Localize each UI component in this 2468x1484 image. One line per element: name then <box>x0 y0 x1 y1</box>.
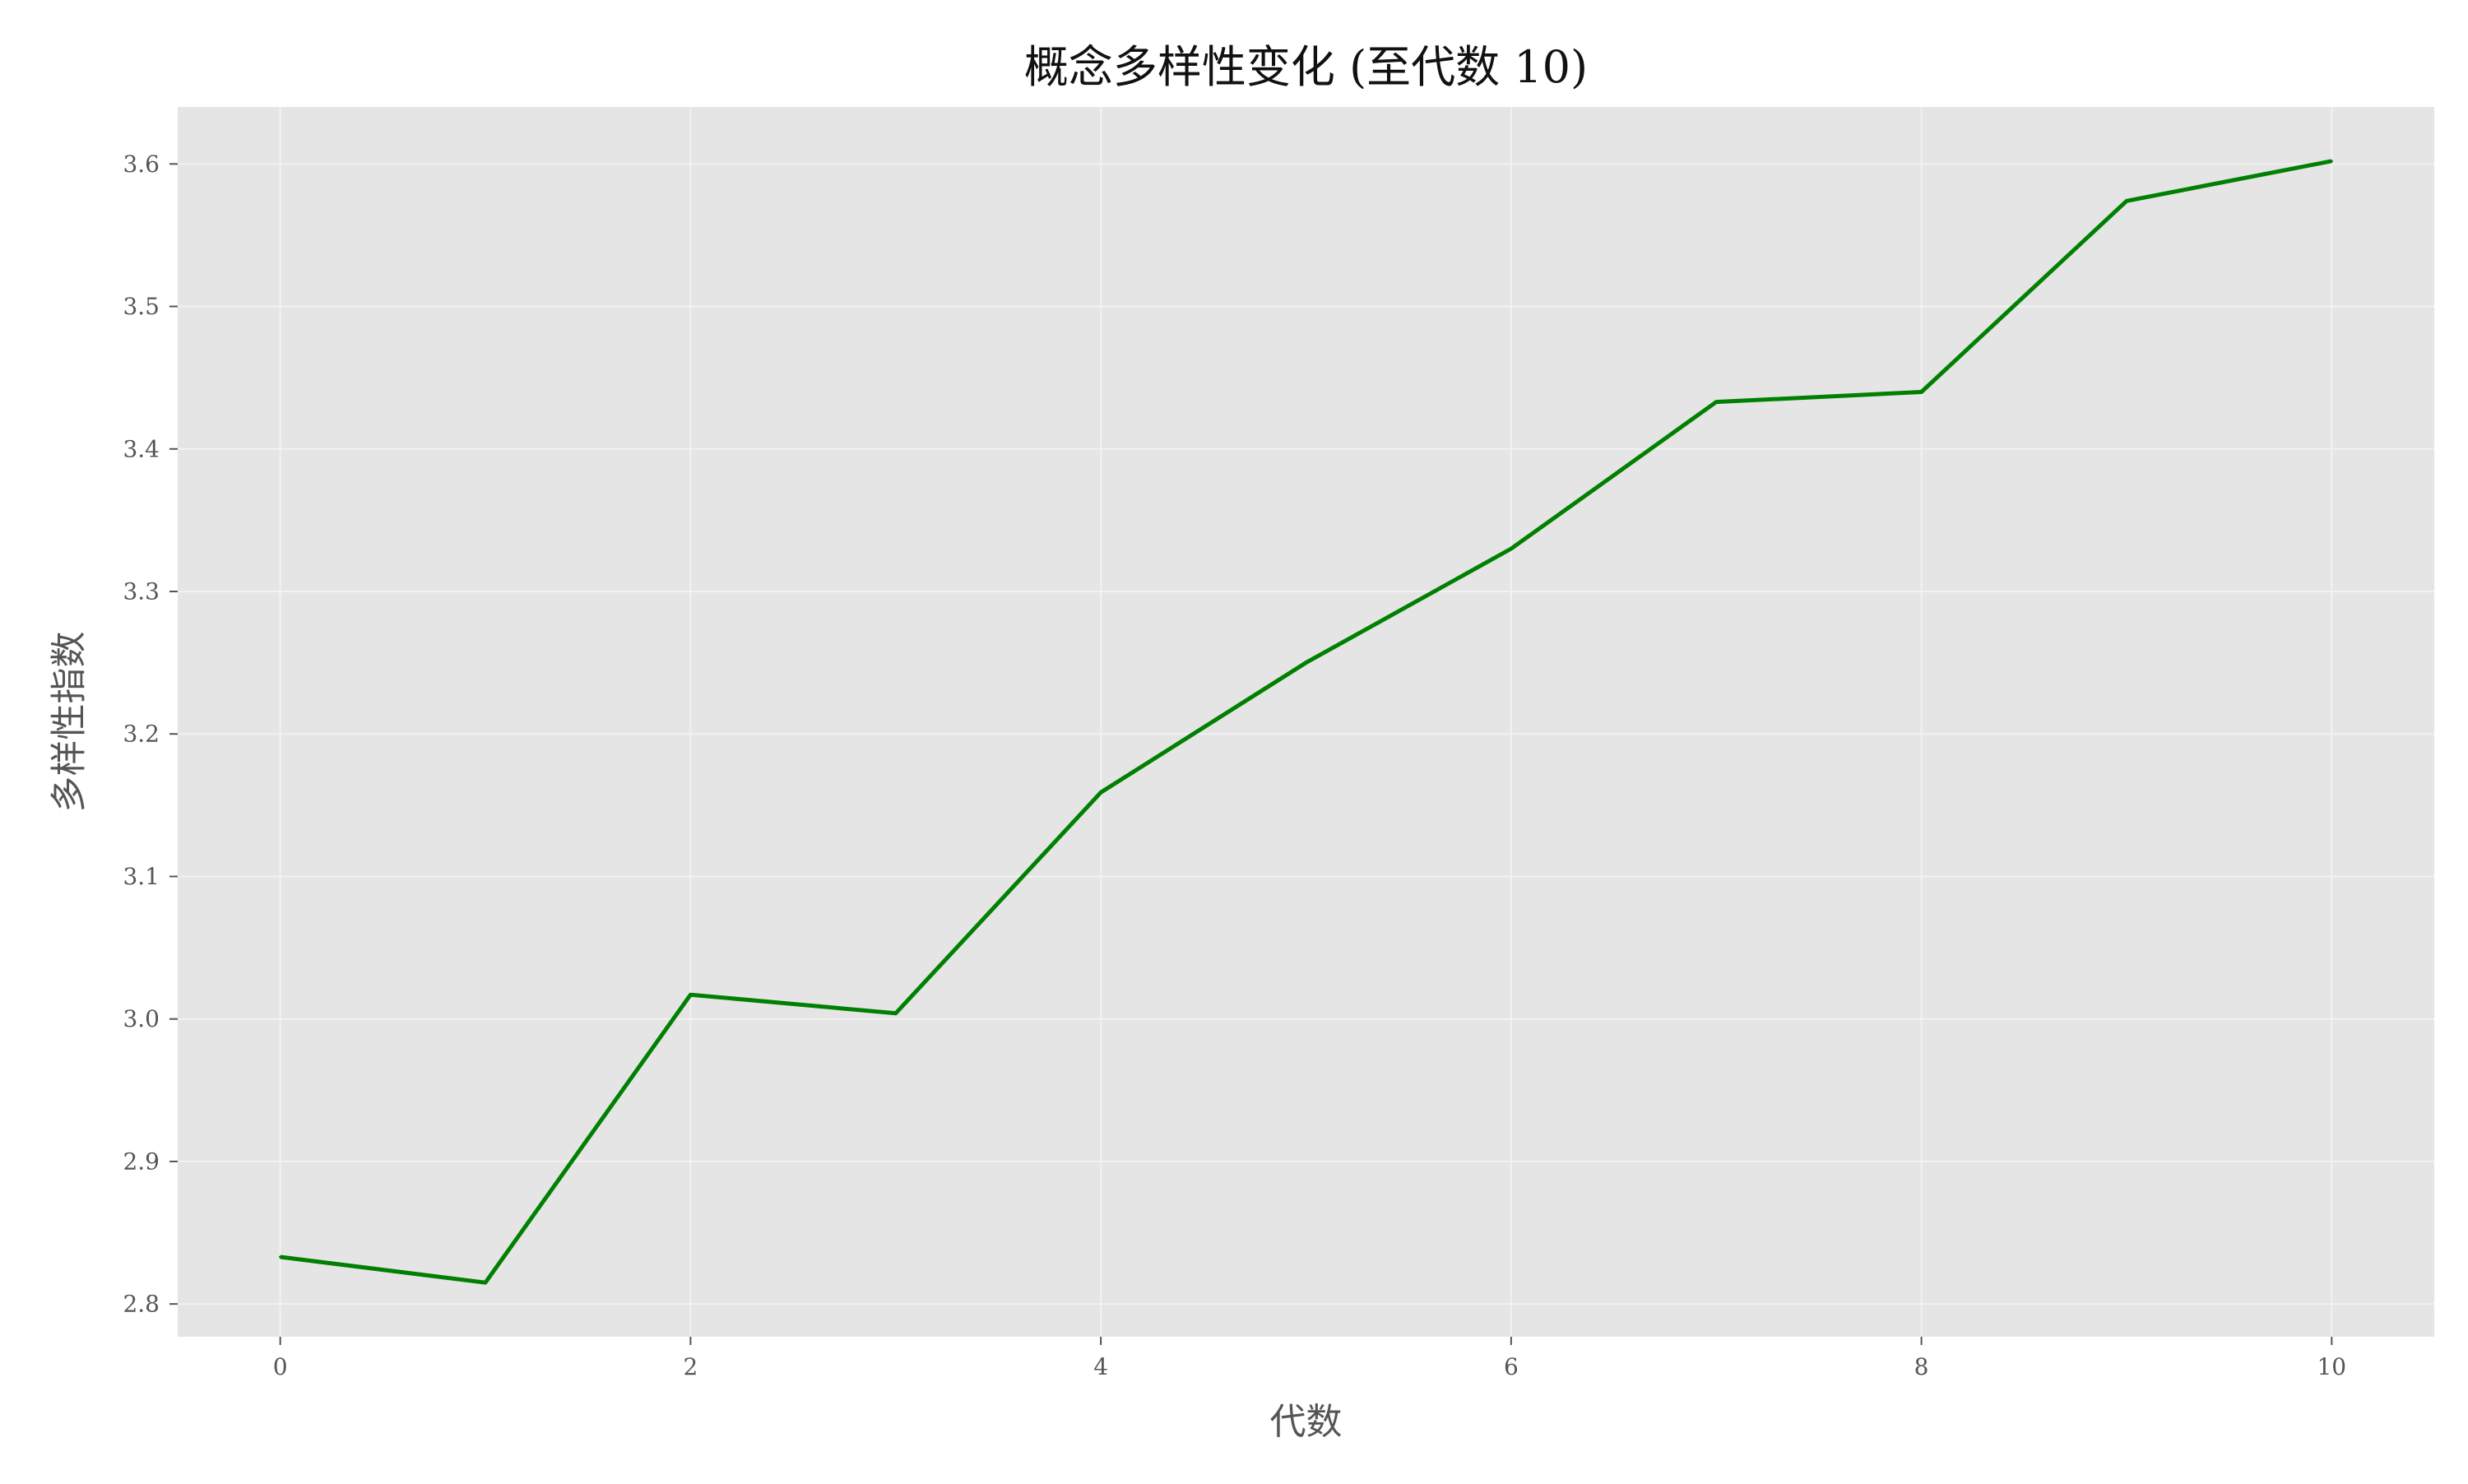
y-tick-label: 3.6 <box>123 151 160 178</box>
x-tick-label: 0 <box>273 1353 288 1380</box>
data-point <box>1305 661 1307 665</box>
y-tick-label: 3.5 <box>123 293 160 320</box>
plot-background <box>178 107 2434 1337</box>
data-point <box>484 1281 487 1284</box>
data-series <box>279 159 2333 1285</box>
y-tick-label: 3.4 <box>123 435 160 462</box>
y-tick-label: 3.0 <box>123 1005 160 1032</box>
data-point <box>2330 160 2333 163</box>
data-point <box>1714 401 1718 404</box>
data-point <box>1510 547 1513 550</box>
data-point <box>279 1255 282 1259</box>
chart-title: 概念多样性变化 (至代数 10) <box>1024 41 1588 93</box>
y-tick-label: 3.1 <box>123 863 160 890</box>
data-point <box>2125 199 2128 202</box>
y-tick-label: 3.2 <box>123 721 160 748</box>
axis-ticks: 2.8 2.9 3.0 3.1 3.2 3.3 3.4 3.5 3.6 0 2 4 6 8 10 <box>123 151 2346 1380</box>
x-tick-label: 4 <box>1093 1353 1108 1380</box>
x-tick-label: 8 <box>1914 1353 1929 1380</box>
grid-lines <box>178 107 2434 1337</box>
y-tick-label: 3.3 <box>123 577 160 605</box>
data-point <box>1099 791 1102 794</box>
data-point <box>689 993 692 996</box>
x-tick-label: 6 <box>1504 1353 1519 1380</box>
y-tick-label: 2.9 <box>123 1148 160 1175</box>
y-axis-title: 多样性指数 <box>49 632 90 813</box>
x-tick-label: 2 <box>683 1353 698 1380</box>
data-point <box>1920 390 1923 393</box>
x-tick-label: 10 <box>2317 1353 2346 1380</box>
data-point <box>894 1012 898 1015</box>
x-axis-title: 代数 <box>1270 1401 1343 1443</box>
y-tick-label: 2.8 <box>123 1291 160 1318</box>
